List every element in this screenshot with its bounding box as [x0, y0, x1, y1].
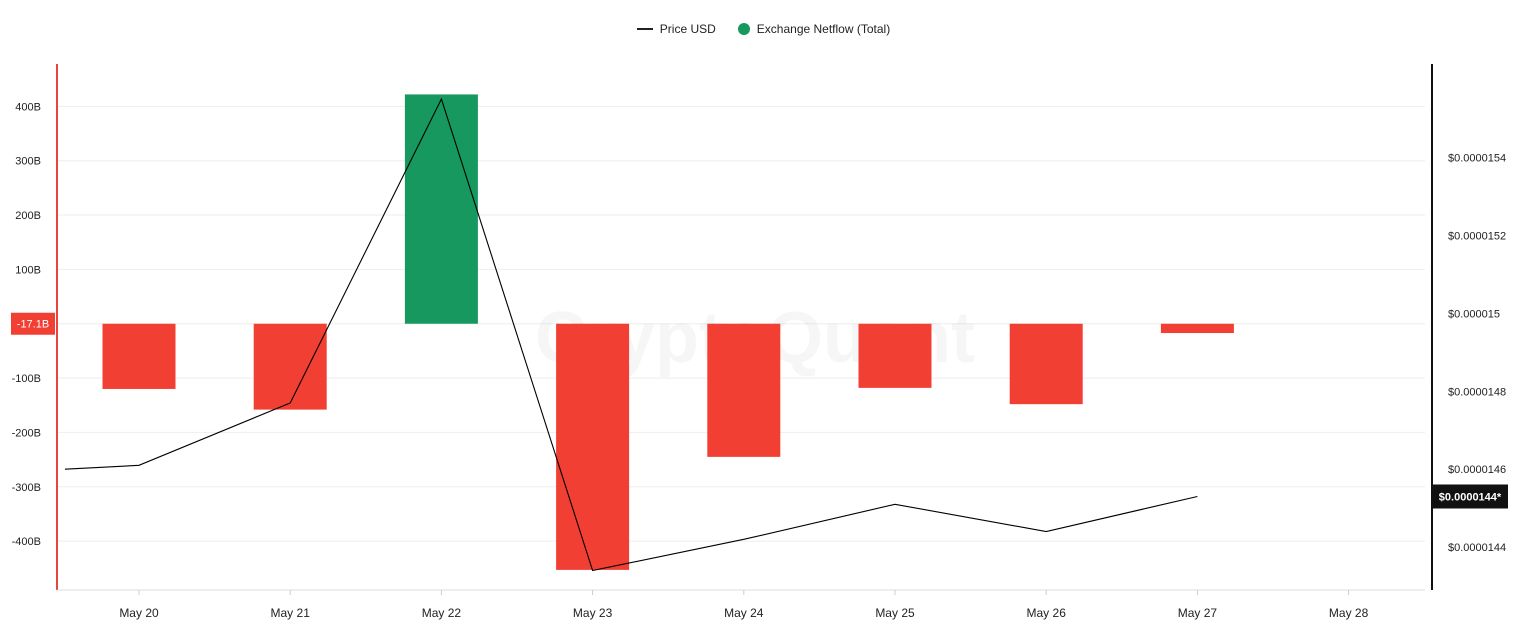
left-tick-label: -100B — [12, 373, 41, 385]
legend-price-label: Price USD — [659, 22, 716, 36]
netflow-bar — [253, 323, 327, 410]
left-tick-label: 400B — [15, 101, 41, 113]
x-tick-label: May 24 — [724, 606, 764, 620]
x-tick-label: May 28 — [1329, 606, 1369, 620]
legend-netflow-label: Exchange Netflow (Total) — [756, 22, 891, 36]
current-netflow-label: -17.1B — [17, 319, 49, 331]
dot-swatch-icon — [737, 23, 750, 35]
netflow-bar — [556, 323, 630, 570]
left-tick-label: 300B — [15, 156, 41, 168]
legend-item-price[interactable]: Price USD — [636, 22, 716, 36]
x-tick-label: May 22 — [422, 606, 462, 620]
right-tick-label: $0.0000148 — [1448, 386, 1506, 398]
netflow-bar — [102, 323, 176, 389]
netflow-bar — [1160, 323, 1234, 334]
left-tick-label: -400B — [12, 536, 41, 548]
left-tick-label: -200B — [12, 427, 41, 439]
right-tick-label: $0.0000152 — [1448, 230, 1506, 242]
netflow-bar — [1009, 323, 1083, 405]
x-tick-label: May 27 — [1178, 606, 1218, 620]
x-tick-label: May 26 — [1027, 606, 1067, 620]
current-price-badge — [1432, 484, 1508, 509]
current-price-label: $0.0000144* — [1439, 491, 1502, 503]
x-tick-label: May 23 — [573, 606, 613, 620]
left-tick-label: 100B — [15, 264, 41, 276]
right-tick-label: $0.0000144 — [1448, 542, 1506, 554]
x-tick-label: May 20 — [119, 606, 159, 620]
price-line — [64, 97, 1198, 572]
legend: Price USD Exchange Netflow (Total) — [0, 22, 1527, 36]
left-tick-label: -300B — [12, 482, 41, 494]
right-tick-label: $0.0000154 — [1448, 153, 1506, 165]
line-swatch-icon — [636, 28, 653, 30]
x-tick-label: May 25 — [875, 606, 915, 620]
netflow-bar — [707, 323, 781, 457]
netflow-bar — [404, 94, 478, 324]
current-netflow-badge — [11, 312, 55, 335]
x-tick-label: May 21 — [271, 606, 311, 620]
right-tick-label: $0.000015 — [1448, 308, 1500, 320]
legend-item-netflow[interactable]: Exchange Netflow (Total) — [737, 22, 891, 36]
right-tick-label: $0.0000146 — [1448, 464, 1506, 476]
left-tick-label: 200B — [15, 210, 41, 222]
netflow-bar — [858, 323, 932, 388]
